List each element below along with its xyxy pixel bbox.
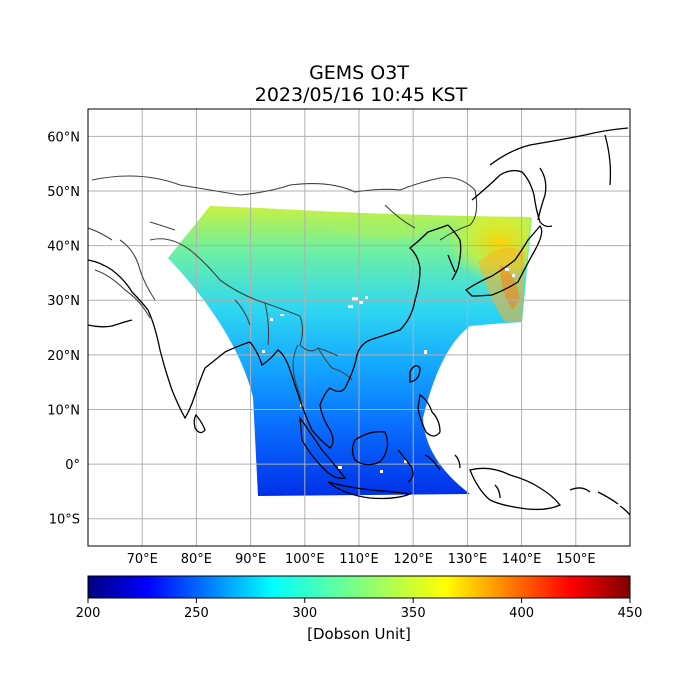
lat-tick-label: 60°N: [47, 130, 80, 145]
colorbar-tick-label: 250: [184, 606, 209, 621]
lon-tick-label: 80°E: [181, 552, 212, 567]
lon-tick-label: 70°E: [127, 552, 158, 567]
ozone-field: [168, 206, 532, 496]
latitude-tick-labels: 60°N 50°N 40°N 30°N 20°N 10°N 0° 10°S: [47, 130, 80, 527]
lat-tick-label: 20°N: [47, 349, 80, 364]
coastlines: [88, 127, 630, 516]
longitude-tick-labels: 70°E 80°E 90°E 100°E 110°E 120°E 130°E 140°E 150…: [127, 552, 596, 567]
cloud-gaps: [262, 268, 515, 473]
map-subtitle: 2023/05/16 10:45 KST: [255, 84, 468, 106]
lon-tick-label: 100°E: [285, 552, 325, 567]
colorbar: [87, 575, 631, 599]
colorbar-tick-label: 200: [76, 606, 101, 621]
map-frame: [87, 108, 631, 547]
colorbar-label: [Dobson Unit]: [307, 625, 411, 643]
lon-tick-label: 150°E: [556, 552, 596, 567]
lat-tick-label: 40°N: [47, 240, 80, 255]
gridlines: [88, 109, 630, 546]
lon-tick-label: 140°E: [502, 552, 542, 567]
map-area: [88, 109, 630, 546]
colorbar-tick-label: 400: [509, 606, 534, 621]
lat-tick-label: 50°N: [47, 185, 80, 200]
lon-tick-label: 90°E: [235, 552, 266, 567]
country-borders: [88, 175, 478, 406]
colorbar-tick-label: 300: [292, 606, 317, 621]
colorbar-tick-label: 350: [401, 606, 426, 621]
lon-tick-label: 130°E: [448, 552, 488, 567]
lon-tick-label: 110°E: [339, 552, 379, 567]
lat-tick-label: 10°S: [49, 513, 80, 528]
lat-tick-label: 30°N: [47, 294, 80, 309]
colorbar-tick-label: 450: [618, 606, 643, 621]
lon-tick-label: 120°E: [393, 552, 433, 567]
lat-tick-label: 0°: [65, 458, 80, 473]
colorbar-ticks: 200 250 300 350 400 450: [76, 598, 643, 621]
lat-tick-label: 10°N: [47, 403, 80, 418]
map-title: GEMS O3T: [309, 62, 409, 84]
